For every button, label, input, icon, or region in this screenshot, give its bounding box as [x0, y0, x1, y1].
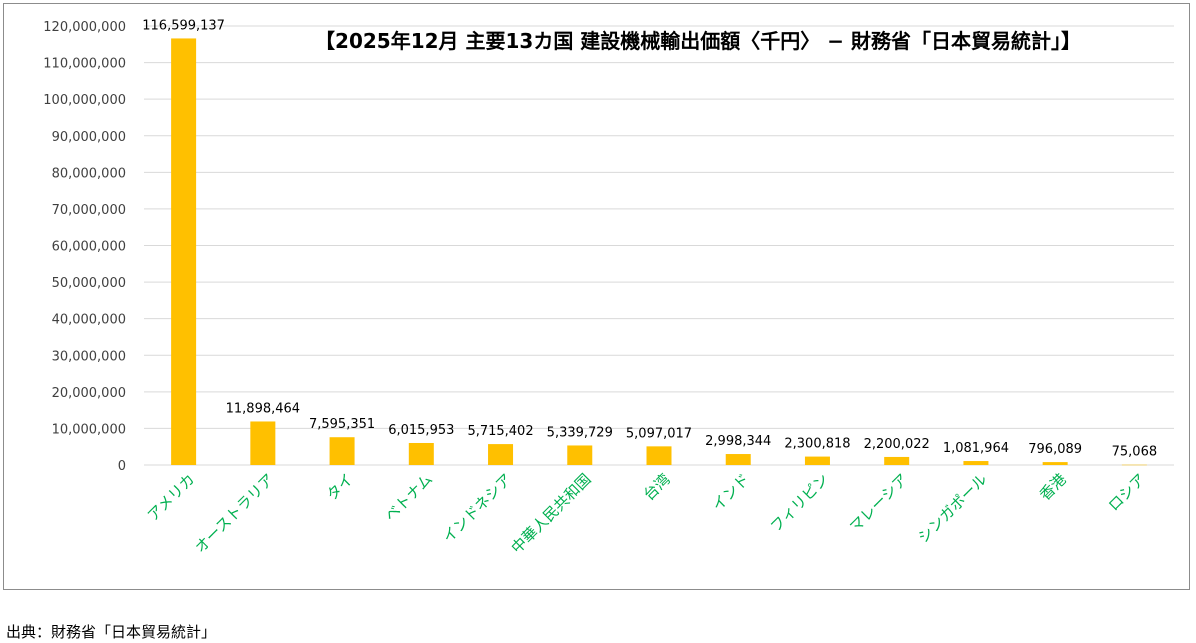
y-tick-label: 100,000,000	[43, 93, 126, 108]
bar	[1121, 464, 1147, 466]
source-note: 出典：財務省「日本貿易統計」	[6, 623, 217, 641]
data-label: 75,068	[1112, 445, 1158, 460]
x-tick-label: 香港	[1036, 470, 1070, 504]
data-label: 6,015,953	[388, 423, 454, 438]
gridlines	[144, 25, 1174, 466]
y-tick-label: 110,000,000	[43, 57, 126, 72]
bar	[884, 456, 910, 465]
data-label: 2,300,818	[784, 437, 850, 452]
y-tick-label: 30,000,000	[52, 349, 126, 364]
y-tick-label: 20,000,000	[52, 386, 126, 401]
bar	[250, 421, 276, 465]
bar	[567, 445, 593, 465]
x-tick-label: ロシア	[1105, 470, 1150, 515]
data-label: 11,898,464	[226, 401, 300, 416]
y-tick-label: 90,000,000	[52, 130, 126, 145]
data-label: 796,089	[1028, 442, 1082, 457]
x-tick-label: アメリカ	[144, 470, 199, 525]
x-tick-label: ベトナム	[381, 470, 436, 525]
data-label: 1,081,964	[943, 441, 1009, 456]
x-tick-label: インドネシア	[439, 470, 515, 546]
x-tick-label: シンガポール	[914, 470, 990, 546]
data-label: 7,595,351	[309, 417, 375, 432]
bar	[646, 446, 672, 465]
y-tick-label: 10,000,000	[52, 422, 126, 437]
data-label: 2,998,344	[705, 434, 771, 449]
chart-frame: 0 10,000,000 20,000,000 30,000,000 40,000,00…	[3, 3, 1190, 590]
y-tick-label: 50,000,000	[52, 276, 126, 291]
bar-chart: 0 10,000,000 20,000,000 30,000,000 40,000,00…	[43, 18, 1174, 557]
x-tick-label: マレーシア	[846, 470, 912, 536]
y-tick-label: 40,000,000	[52, 313, 126, 328]
data-label: 5,339,729	[547, 425, 613, 440]
bar	[488, 444, 514, 465]
bar	[171, 38, 197, 465]
bar	[1042, 462, 1068, 465]
x-tick-label: 台湾	[640, 470, 674, 504]
bar	[329, 437, 355, 465]
y-axis-ticks: 0 10,000,000 20,000,000 30,000,000 40,000,00…	[43, 20, 126, 474]
x-tick-label: 中華人民共和国	[508, 470, 595, 557]
chart-title: 【2025年12月 主要13カ国 建設機械輸出価額〈千円〉 − 財務省「日本貿易…	[315, 29, 1081, 53]
data-label: 5,715,402	[467, 424, 533, 439]
y-tick-label: 60,000,000	[52, 240, 126, 255]
y-tick-label: 80,000,000	[52, 166, 126, 181]
bars	[171, 38, 1147, 466]
x-tick-label: オーストラリア	[191, 470, 277, 556]
y-tick-label: 120,000,000	[43, 20, 126, 35]
x-tick-label: フィリピン	[767, 470, 833, 536]
x-tick-label: タイ	[323, 470, 357, 504]
bar	[725, 454, 751, 465]
x-tick-label: インド	[709, 470, 754, 515]
data-label: 116,599,137	[142, 18, 225, 33]
y-tick-label: 70,000,000	[52, 203, 126, 218]
bar	[963, 461, 989, 465]
bar	[408, 442, 434, 465]
data-label: 5,097,017	[626, 426, 692, 441]
data-labels: 116,599,137 11,898,464 7,595,351 6,015,953 5…	[142, 18, 1157, 459]
bar	[804, 456, 830, 465]
data-label: 2,200,022	[864, 437, 930, 452]
y-tick-label: 0	[118, 459, 126, 474]
